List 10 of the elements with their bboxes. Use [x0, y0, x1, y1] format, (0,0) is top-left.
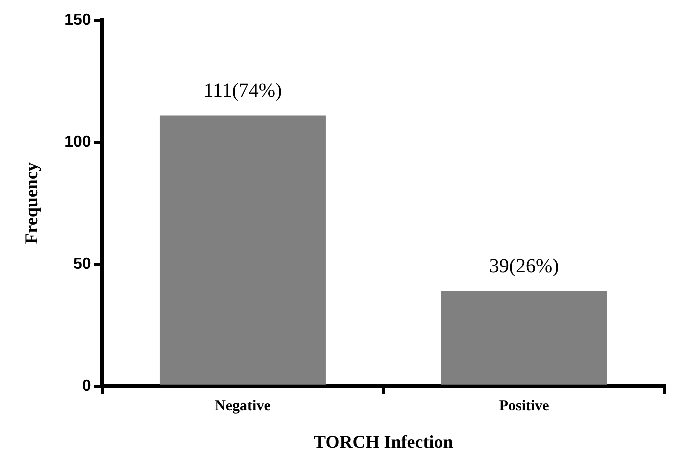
data-label: 39(26%)	[489, 256, 560, 278]
x-axis-title: TORCH Infection	[314, 432, 454, 452]
y-tick-label: 100	[64, 134, 92, 151]
data-label: 111(74%)	[204, 80, 282, 102]
x-tick-label: Negative	[215, 398, 272, 414]
y-axis-title: Frequency	[21, 162, 42, 244]
x-tick-label: Positive	[499, 398, 550, 414]
y-tick-label: 50	[74, 256, 92, 273]
y-tick-label: 0	[82, 378, 92, 395]
y-tick-label: 150	[64, 12, 92, 30]
